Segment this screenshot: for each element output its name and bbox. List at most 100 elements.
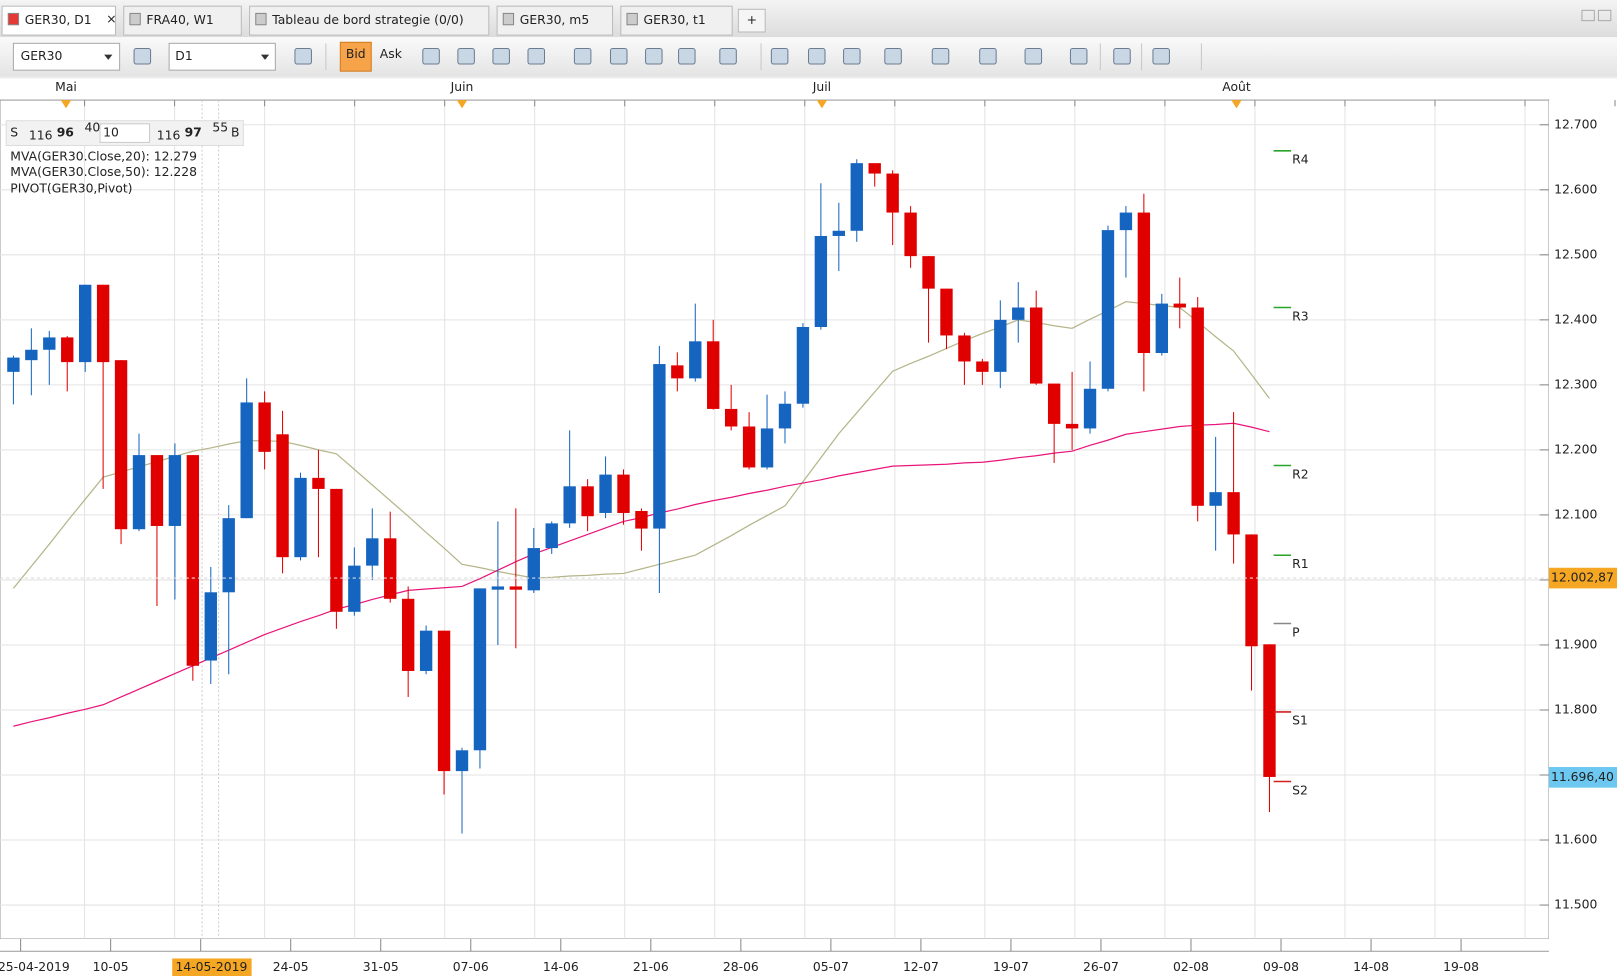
timeframe-select[interactable]: [168, 42, 276, 71]
toolbar-icon[interactable]: [609, 47, 628, 65]
tab[interactable]: [123, 5, 242, 36]
dropdown-arrow: [260, 54, 270, 60]
tab[interactable]: [249, 5, 490, 36]
candle-body: [527, 548, 540, 591]
tab-icon: [7, 12, 20, 26]
toolbar-icon[interactable]: [1113, 47, 1131, 65]
candle-body: [419, 630, 433, 671]
candle-body: [1012, 307, 1025, 320]
candle-body: [1209, 492, 1222, 506]
tab-label: GER30, t1: [644, 13, 706, 27]
candle-body: [868, 163, 881, 174]
y-tick-label: 12.100: [1554, 507, 1597, 521]
toolbar-icon[interactable]: [770, 47, 789, 65]
toolbar-icon[interactable]: [573, 47, 592, 65]
month-marker: [1231, 100, 1242, 109]
toolbar-icon[interactable]: [1069, 47, 1088, 65]
toolbar-icon[interactable]: [1152, 47, 1170, 65]
candle-body: [258, 402, 271, 452]
price-axis: [1548, 100, 1617, 976]
toolbar-icon[interactable]: [931, 47, 950, 65]
candle-body: [904, 212, 917, 257]
toolbar-icon[interactable]: [133, 47, 152, 65]
candle-body: [581, 486, 594, 517]
candle-body: [276, 434, 289, 558]
y-tick-label: 12.300: [1554, 377, 1597, 391]
candle-body: [401, 598, 415, 671]
candle-body: [617, 474, 630, 513]
y-tick-label: 11.800: [1554, 702, 1597, 716]
x-tick-label: 10-05: [93, 960, 129, 974]
lot: 10: [103, 126, 119, 140]
tab[interactable]: [496, 5, 614, 36]
candle-body: [1173, 303, 1186, 308]
candle-body: [814, 235, 828, 328]
candle-body: [653, 364, 666, 529]
candle-body: [994, 319, 1007, 372]
tab-icon: [502, 12, 515, 26]
toolbar-icon[interactable]: [979, 47, 997, 65]
cursor-date: 14-05-2019: [176, 960, 248, 974]
x-tick-label: 31-05: [363, 960, 399, 974]
toolbar-icon[interactable]: [1024, 47, 1043, 65]
window-button[interactable]: [1581, 9, 1595, 22]
toolbar-icon[interactable]: [422, 47, 440, 65]
candle-body: [940, 288, 953, 336]
cursor-date-box: [172, 958, 252, 976]
candle-body: [61, 337, 74, 363]
candle-body: [1155, 303, 1168, 354]
x-tick-label: 28-06: [723, 960, 759, 974]
legend-entry: MVA(GER30.Close,20): 12.279: [10, 149, 197, 163]
x-tick-label: 25-04-2019: [0, 960, 70, 974]
tab-label: Tableau de bord strategie (0/0): [271, 13, 463, 27]
close-icon: ×: [106, 12, 116, 26]
symbol-select[interactable]: [12, 42, 121, 71]
candle-body: [958, 335, 971, 362]
candle-body: [976, 361, 989, 372]
price-tag-label: 11.696,40: [1551, 770, 1614, 784]
sell-main: 96: [57, 126, 74, 140]
toolbar-icon[interactable]: [492, 47, 510, 65]
candle-body: [1047, 383, 1061, 424]
x-tick-label: 14-08: [1353, 960, 1389, 974]
sell-frac: 40: [85, 120, 101, 134]
buy-big: 116: [157, 129, 181, 143]
x-tick-label: 09-08: [1263, 960, 1299, 974]
candle-body: [294, 477, 307, 558]
tab[interactable]: [1, 5, 117, 36]
new-tab-button[interactable]: [737, 8, 766, 33]
toolbar-icon[interactable]: [884, 47, 902, 65]
toolbar-icon[interactable]: [645, 47, 663, 65]
toolbar-icon[interactable]: [678, 47, 696, 65]
toolbar-icon[interactable]: [719, 47, 737, 65]
candle-body: [43, 337, 56, 350]
lot-input: [99, 123, 151, 143]
month-marker: [816, 100, 828, 109]
toolbar-icon[interactable]: [457, 47, 475, 65]
candle-body: [635, 511, 648, 529]
toolbar-icon[interactable]: [294, 47, 312, 65]
candle-body: [1065, 423, 1079, 429]
toolbar-icon[interactable]: [527, 47, 546, 65]
toolbar-icon[interactable]: [843, 47, 861, 65]
pivot-label: R4: [1292, 153, 1309, 167]
window-button[interactable]: [1597, 9, 1612, 22]
candle-body: [545, 523, 558, 549]
candle-body: [312, 477, 325, 489]
candle-body: [922, 256, 935, 289]
candle-body: [1119, 212, 1133, 231]
x-tick-label: 24-05: [273, 960, 309, 974]
bid-button[interactable]: [339, 41, 372, 72]
tab-label: GER30, D1: [25, 13, 92, 27]
candle-body: [850, 163, 863, 231]
candle-body: [1245, 534, 1258, 647]
tab-label: GER30, m5: [520, 13, 589, 27]
candle-body: [384, 538, 397, 599]
moving-average: [12, 301, 1270, 589]
x-tick-label: 02-08: [1173, 960, 1209, 974]
tab[interactable]: [620, 5, 733, 36]
candle-body: [832, 230, 846, 236]
toolbar-icon[interactable]: [807, 47, 826, 65]
candle-body: [186, 455, 200, 666]
